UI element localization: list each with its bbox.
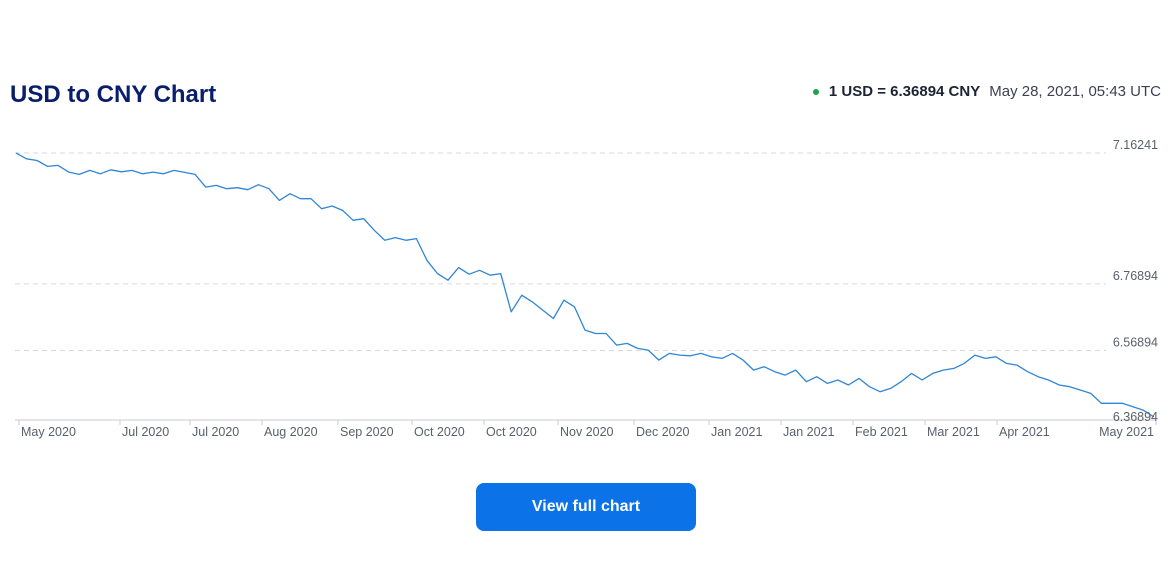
x-tick-label: Feb 2021 xyxy=(855,425,908,439)
x-tick-label: Jan 2021 xyxy=(783,425,834,439)
x-tick-label: May 2020 xyxy=(21,425,76,439)
x-tick-label: Jan 2021 xyxy=(711,425,762,439)
view-full-chart-button[interactable]: View full chart xyxy=(476,483,696,531)
usd-cny-line-chart: May 2020 Jul 2020 Jul 2020 Aug 2020 Sep 2020… xyxy=(15,138,1158,439)
x-tick-label: May 2021 xyxy=(1099,425,1154,439)
series-line-usd-cny xyxy=(15,152,1155,418)
x-tick-label: Dec 2020 xyxy=(636,425,690,439)
x-tick-label: Jul 2020 xyxy=(192,425,239,439)
x-axis: May 2020 Jul 2020 Jul 2020 Aug 2020 Sep 2020… xyxy=(15,419,1157,439)
rate-timestamp: May 28, 2021, 05:43 UTC xyxy=(989,83,1161,100)
live-status-dot-icon xyxy=(812,89,819,95)
x-tick-label: Oct 2020 xyxy=(414,425,465,439)
x-tick-label: Sep 2020 xyxy=(340,425,394,439)
y-tick-label: 6.56894 xyxy=(1113,335,1158,349)
x-tick-label: Nov 2020 xyxy=(560,425,614,439)
series-layer xyxy=(15,152,1155,418)
rate-value: 1 USD = 6.36894 CNY xyxy=(828,83,981,100)
grid-layer xyxy=(15,152,1106,351)
y-axis-labels: 7.16241 6.76894 6.56894 6.36894 xyxy=(1113,138,1158,424)
y-tick-label: 7.16241 xyxy=(1113,138,1158,152)
x-tick-label: Oct 2020 xyxy=(486,425,537,439)
y-tick-label: 6.36894 xyxy=(1113,410,1158,424)
page-title: USD to CNY Chart xyxy=(10,81,217,108)
x-tick-label: Aug 2020 xyxy=(264,425,318,439)
x-tick-label: Apr 2021 xyxy=(999,425,1050,439)
x-tick-label: Jul 2020 xyxy=(122,425,169,439)
y-tick-label: 6.76894 xyxy=(1113,269,1158,283)
rate-info: 1 USD = 6.36894 CNY May 28, 2021, 05:43 … xyxy=(812,82,1161,102)
x-tick-label: Mar 2021 xyxy=(927,425,980,439)
